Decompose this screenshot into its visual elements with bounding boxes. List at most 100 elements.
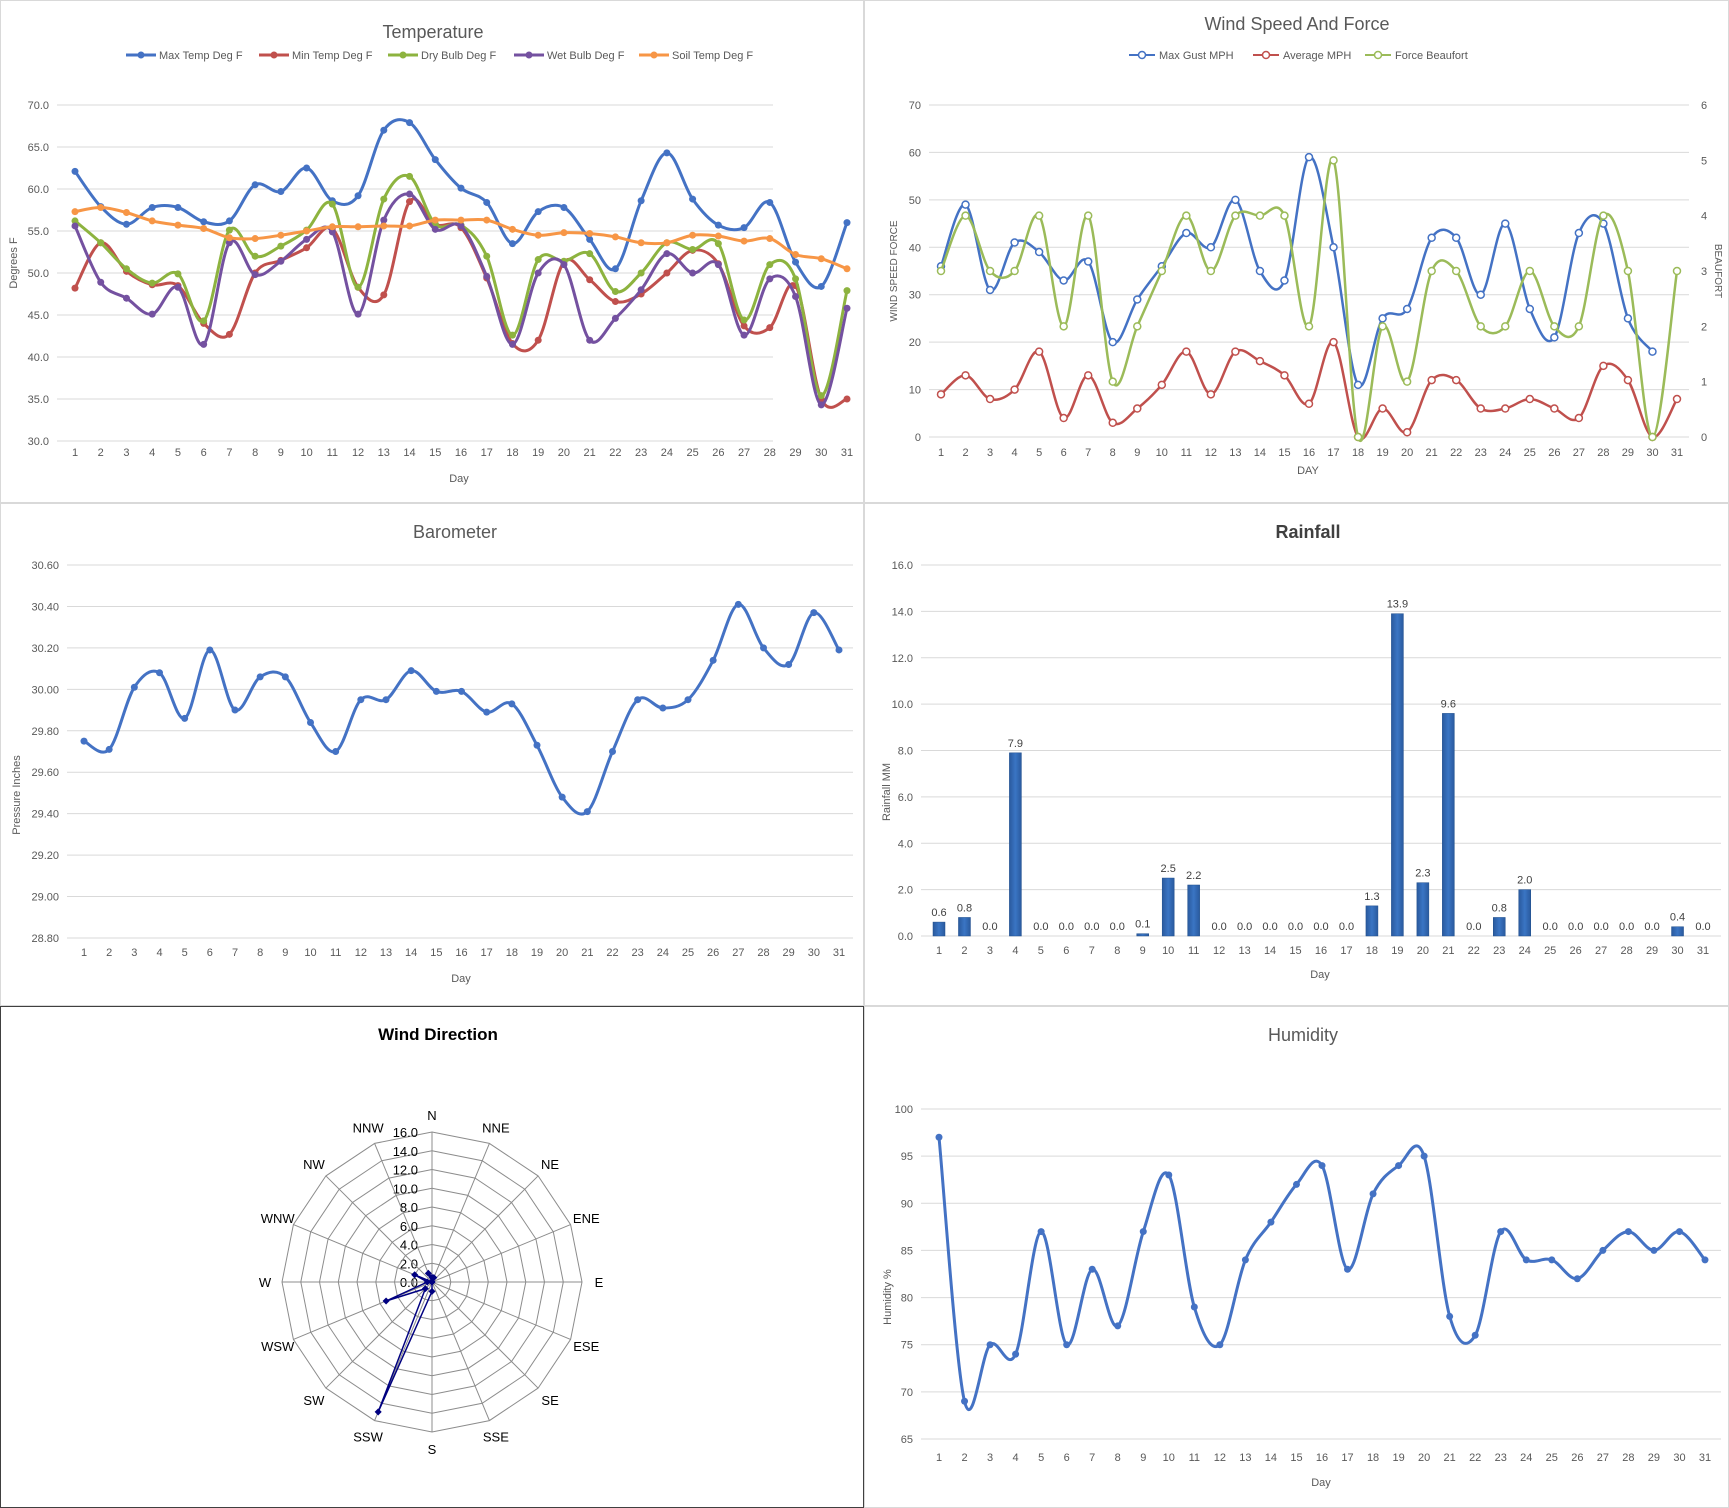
data-point (382, 1297, 390, 1305)
data-point (843, 304, 851, 312)
x-tick-label: 29 (789, 447, 801, 459)
data-point (148, 310, 156, 318)
legend-label: Max Gust MPH (1159, 50, 1234, 62)
data-point (303, 227, 311, 235)
data-point (1525, 266, 1535, 276)
data-point (1063, 1341, 1071, 1349)
y2-tick-label: 3 (1701, 266, 1707, 278)
data-point (380, 291, 388, 299)
data-point (1648, 347, 1657, 356)
data-point (148, 217, 156, 225)
y-tick-label: 28.80 (31, 933, 59, 945)
data-point (684, 696, 692, 704)
y-tick-label: 90 (901, 1198, 913, 1210)
humidity-panel: Humidity Day Humidity % 65 70 75 80 85 90 95 10… (864, 1006, 1729, 1508)
data-point (1255, 211, 1265, 220)
data-point (332, 748, 340, 755)
data-point (586, 250, 594, 258)
r-tick-label: 10.0 (393, 1181, 418, 1196)
y-tick-label: 75 (901, 1340, 913, 1352)
x-tick-label: 31 (841, 447, 853, 459)
data-point (508, 225, 516, 233)
data-label: 0.0 (1033, 921, 1048, 933)
x-tick-label: 12 (1214, 1452, 1226, 1464)
data-point (534, 208, 542, 216)
y2-tick-label: 0 (1701, 432, 1707, 444)
data-point (689, 245, 697, 253)
x-tick-label: 7 (1089, 1452, 1095, 1464)
chart-title: Rainfall (1275, 522, 1340, 542)
data-point (637, 269, 645, 277)
data-label: 0.0 (1644, 921, 1659, 933)
y-axis-label: Pressure Inches (11, 755, 23, 835)
data-label: 0.0 (1619, 921, 1634, 933)
data-point (792, 258, 800, 266)
y-tick-label: 30.20 (31, 643, 59, 655)
x-tick-label: 14 (1265, 1452, 1277, 1464)
x-tick-label: 27 (738, 447, 750, 459)
x-tick-label: 26 (1548, 447, 1560, 459)
x-tick-label: 28 (1622, 1452, 1634, 1464)
data-point (357, 696, 365, 704)
data-label: 0.1 (1135, 919, 1150, 931)
data-point (1280, 276, 1289, 285)
direction-label: NNW (353, 1121, 385, 1136)
data-point (1012, 1350, 1020, 1358)
data-point (1034, 211, 1044, 220)
r-tick-label: 14.0 (393, 1144, 418, 1159)
data-point (380, 216, 388, 224)
data-point (251, 181, 259, 189)
data-point (843, 265, 851, 273)
x-tick-label: 29 (1622, 447, 1634, 459)
data-point (560, 229, 568, 237)
data-point (225, 330, 233, 338)
data-point (1573, 1275, 1581, 1283)
x-tick-label: 18 (1367, 1452, 1379, 1464)
data-point (231, 706, 239, 714)
data-point (817, 392, 825, 400)
y-tick-label: 10.0 (892, 699, 913, 711)
x-tick-label: 8 (1115, 1452, 1121, 1464)
bar (1518, 889, 1531, 937)
y-tick-label: 85 (901, 1245, 913, 1257)
x-tick-label: 12 (355, 947, 367, 959)
data-point (457, 184, 465, 192)
legend-label: Min Temp Deg F (292, 50, 373, 62)
data-point (71, 167, 79, 175)
x-tick-label: 9 (1140, 945, 1146, 957)
data-point (1451, 266, 1461, 276)
series-line (74, 173, 849, 398)
data-label: 0.0 (1237, 921, 1252, 933)
data-point (71, 284, 79, 292)
data-point (382, 696, 390, 704)
data-point (508, 340, 516, 348)
series-line (940, 340, 1679, 441)
radar-spoke (431, 1281, 490, 1421)
data-point (406, 198, 414, 206)
data-point (1059, 413, 1068, 423)
data-point (1574, 228, 1584, 238)
data-point (935, 1133, 943, 1141)
x-tick-label: 1 (938, 447, 944, 459)
y-tick-label: 4.0 (898, 838, 913, 850)
x-tick-label: 17 (1341, 1452, 1353, 1464)
x-tick-label: 18 (1366, 945, 1378, 957)
y-tick-label: 30.00 (31, 684, 59, 696)
data-point (534, 256, 542, 264)
data-point (611, 265, 619, 273)
data-point (508, 240, 516, 248)
data-point (1241, 1256, 1249, 1264)
x-axis-label: Day (1310, 969, 1330, 981)
data-point (1267, 1218, 1275, 1226)
y2-axis-label: BEAUFORT (1712, 244, 1723, 298)
data-point (1599, 1246, 1607, 1254)
data-point (1108, 418, 1117, 428)
data-point (431, 216, 439, 224)
data-point (1550, 404, 1559, 413)
y-tick-label: 40 (909, 242, 921, 254)
y-tick-label: 29.80 (31, 726, 59, 738)
legend-label: Average MPH (1283, 50, 1351, 62)
x-tick-label: 17 (481, 447, 493, 459)
y-tick-label: 30.60 (31, 560, 59, 572)
direction-label: SE (541, 1393, 559, 1408)
